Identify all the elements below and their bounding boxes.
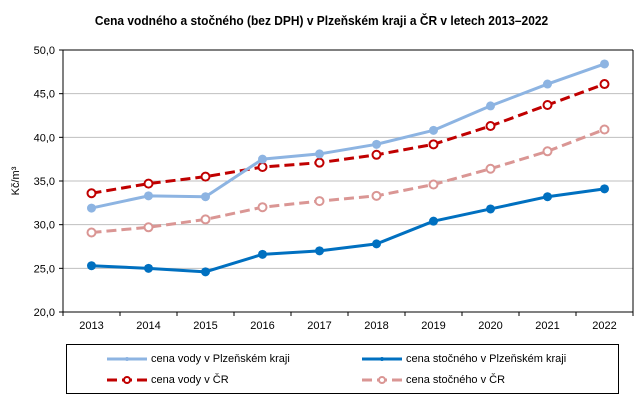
y-axis-ticks: 20,0 25,0 30,0 35,0 40,0 45,0 50,0 <box>34 45 63 319</box>
data-point <box>486 101 495 111</box>
x-tick-label: 2017 <box>307 320 331 332</box>
data-point <box>600 59 609 69</box>
series-1 <box>87 184 609 277</box>
legend-item: cena stočného v ČR <box>362 372 505 388</box>
legend-item: cena stočného v Plzeňském kraji <box>362 351 566 367</box>
data-point <box>200 214 211 225</box>
data-point <box>315 149 324 159</box>
data-point <box>372 139 381 149</box>
data-point <box>542 146 553 157</box>
series-0 <box>87 59 609 213</box>
y-tick-label: 25,0 <box>34 263 55 275</box>
data-point <box>258 249 267 259</box>
y-tick-label: 30,0 <box>34 220 55 232</box>
data-point <box>428 179 439 190</box>
data-point <box>542 100 553 111</box>
gridlines <box>63 93 633 269</box>
data-point <box>599 124 610 135</box>
data-point <box>429 216 438 226</box>
data-point <box>371 190 382 201</box>
series-line <box>91 62 605 210</box>
series-line <box>91 128 606 235</box>
y-tick-label: 40,0 <box>34 132 55 144</box>
y-axis-label: Kč/m³ <box>10 166 22 195</box>
chart-title: Cena vodného a stočného (bez DPH) v Plze… <box>94 13 549 28</box>
legend-swatch-icon <box>107 357 147 361</box>
y-tick-label: 35,0 <box>34 176 55 188</box>
data-point <box>543 192 552 202</box>
y-tick-label: 50,0 <box>34 45 55 57</box>
data-point <box>257 162 268 173</box>
data-point <box>600 184 609 194</box>
data-point <box>87 261 96 271</box>
data-point <box>486 204 495 214</box>
x-axis-ticks: 2013 2014 2015 2016 2017 2018 2019 2020 2021 2022 <box>62 312 634 332</box>
x-tick-label: 2018 <box>364 320 388 332</box>
data-point <box>315 246 324 256</box>
data-point <box>201 267 210 277</box>
data-point <box>428 139 439 150</box>
data-point <box>485 163 496 174</box>
data-point <box>429 125 438 135</box>
data-point <box>372 239 381 249</box>
x-tick-label: 2021 <box>535 320 559 332</box>
data-point <box>201 192 210 202</box>
y-tick-label: 45,0 <box>34 89 55 101</box>
data-point <box>258 154 267 164</box>
legend-swatch-icon <box>362 357 402 361</box>
x-tick-label: 2016 <box>250 320 274 332</box>
series-line <box>91 187 605 274</box>
legend-swatch-icon <box>107 376 147 384</box>
data-point <box>86 227 97 238</box>
legend-swatch-icon <box>362 376 402 384</box>
series-2 <box>86 79 610 199</box>
y-tick-label: 20,0 <box>34 307 55 319</box>
x-tick-label: 2014 <box>136 320 160 332</box>
data-point <box>200 171 211 182</box>
legend-label: cena vody v Plzeňském kraji <box>151 353 290 365</box>
data-point <box>87 203 96 213</box>
data-point <box>314 196 325 207</box>
x-tick-label: 2013 <box>79 320 103 332</box>
series-3 <box>86 124 610 238</box>
legend: cena vody v Plzeňském kraji cena stočnéh… <box>66 344 619 394</box>
series-group <box>86 59 610 277</box>
data-point <box>86 188 97 199</box>
legend-label: cena stočného v ČR <box>406 374 506 386</box>
series-line <box>91 82 606 195</box>
legend-label: cena vody v ČR <box>151 374 229 386</box>
data-point <box>257 202 268 213</box>
data-point <box>143 178 154 189</box>
data-point <box>314 157 325 168</box>
legend-item: cena vody v Plzeňském kraji <box>107 351 290 367</box>
data-point <box>599 79 610 90</box>
data-point <box>543 79 552 89</box>
x-tick-label: 2015 <box>193 320 217 332</box>
data-point <box>144 263 153 273</box>
data-point <box>143 222 154 233</box>
legend-item: cena vody v ČR <box>107 372 229 388</box>
x-tick-label: 2022 <box>592 320 616 332</box>
data-point <box>371 149 382 160</box>
data-point <box>485 120 496 131</box>
data-point <box>144 191 153 201</box>
x-tick-label: 2019 <box>421 320 445 332</box>
legend-label: cena stočného v Plzeňském kraji <box>406 353 567 365</box>
x-tick-label: 2020 <box>478 320 502 332</box>
